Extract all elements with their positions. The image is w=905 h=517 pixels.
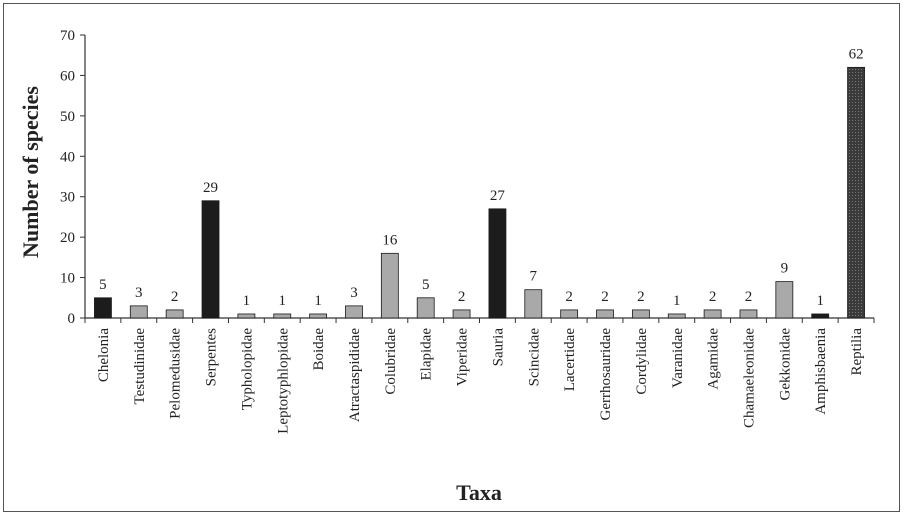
category-label: Colubridae [383, 328, 399, 395]
y-axis-title: Number of species [18, 86, 43, 258]
y-tick-label: 60 [60, 68, 75, 84]
y-tick-label: 20 [60, 230, 75, 246]
bar-atractaspididae [345, 305, 363, 319]
data-label: 5 [99, 277, 107, 293]
data-label: 3 [350, 285, 358, 301]
bar-reptilia [847, 66, 865, 319]
category-label: Boidae [311, 328, 327, 371]
bar-testudinidae [129, 305, 148, 319]
bar-pelomedusidae [165, 309, 184, 319]
data-label: 62 [849, 46, 864, 62]
data-label: 2 [565, 289, 573, 305]
bar-chelonia [94, 297, 112, 319]
y-tick-label: 40 [60, 149, 75, 165]
category-label: Scincidae [526, 328, 542, 387]
category-label: Chelonia [96, 328, 112, 382]
bar-boidae [309, 313, 328, 319]
bar-lacertidae [560, 309, 579, 319]
y-tick-label: 50 [60, 109, 75, 125]
bar-gekkonidae [775, 281, 794, 319]
y-tick-label: 10 [60, 271, 75, 287]
data-label: 2 [458, 289, 466, 305]
data-label: 1 [816, 293, 824, 309]
y-axis: 0 10 20 30 40 50 60 70 [60, 28, 875, 327]
category-label: Gekkonidae [777, 328, 793, 401]
bar-elapidae [416, 297, 435, 319]
category-label: Amphisbaenia [813, 328, 829, 415]
category-label: Varanidae [670, 328, 686, 388]
data-label: 1 [279, 293, 287, 309]
bars [94, 66, 865, 319]
data-label: 2 [709, 289, 717, 305]
bar-cordylidae [631, 309, 650, 319]
category-label: Viperidae [455, 328, 471, 387]
data-label: 7 [530, 269, 538, 285]
category-label: Leptotyphlopidae [275, 328, 291, 434]
data-label: 27 [490, 188, 506, 204]
bar-agamidae [703, 309, 722, 319]
category-label: Chamaeleonidae [741, 328, 757, 428]
category-label: Testudinidae [132, 328, 148, 405]
data-label: 3 [135, 285, 143, 301]
data-label: 29 [203, 180, 218, 196]
chart-frame [3, 3, 900, 512]
bar-scincidae [524, 289, 543, 319]
category-label: Lacertidae [562, 328, 578, 392]
category-label: Serpentes [204, 328, 220, 386]
bar-leptotyphlopidae [273, 313, 292, 319]
category-label: Typholopidae [239, 328, 255, 411]
x-axis-title: Taxa [456, 480, 502, 505]
bar-colubridae [380, 252, 399, 319]
data-label: 1 [314, 293, 322, 309]
category-labels: Chelonia Testudinidae Pelomedusidae Serpent… [96, 328, 865, 434]
bar-amphisbaenia [811, 313, 830, 319]
data-label: 2 [637, 289, 645, 305]
bar-typholopidae [237, 313, 256, 319]
data-label: 5 [422, 277, 430, 293]
category-label: Cordylidae [634, 328, 650, 395]
category-label: Reptilia [849, 328, 865, 376]
data-label: 1 [673, 293, 681, 309]
y-tick-label: 70 [60, 28, 75, 44]
bar-chamaeleonidae [739, 309, 758, 319]
bar-serpentes [201, 200, 220, 319]
data-label: 2 [171, 289, 179, 305]
data-label: 2 [745, 289, 753, 305]
data-label: 9 [781, 261, 789, 277]
data-label: 16 [382, 232, 398, 248]
category-label: Atractaspididae [347, 328, 363, 422]
y-tick-label: 30 [60, 190, 75, 206]
bar-sauria [488, 208, 507, 319]
category-label: Gerrhosauridae [598, 328, 614, 421]
category-label: Pelomedusidae [168, 328, 184, 419]
data-label: 1 [243, 293, 251, 309]
y-tick-label: 0 [68, 311, 76, 327]
category-label: Sauria [490, 328, 506, 367]
category-label: Elapidae [419, 328, 435, 381]
bar-varanidae [667, 313, 686, 319]
bar-viperidae [452, 309, 471, 319]
bar-gerrhosauridae [596, 309, 614, 319]
data-label: 2 [601, 289, 609, 305]
category-label: Agamidae [706, 328, 722, 390]
